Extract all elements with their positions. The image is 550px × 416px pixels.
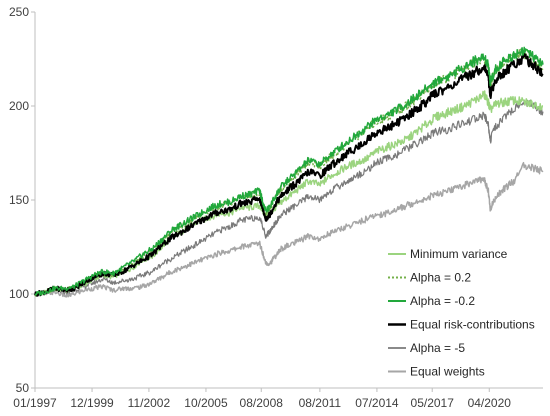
series-line-equal-risk-contributions: [34, 51, 544, 297]
axes: 50 100 150 200 250 01/1997 12/1999 11/2002 10/20…: [9, 5, 543, 410]
series-line-alpha-5: [34, 98, 544, 297]
y-tick-label: 200: [9, 99, 29, 113]
x-tick-label: 05/2017: [411, 396, 455, 410]
y-tick-label: 50: [16, 381, 30, 395]
legend-label: Minimum variance: [410, 247, 508, 261]
series-line-equal-weights: [34, 161, 544, 298]
legend-label: Equal risk-contributions: [410, 318, 535, 332]
x-tick-label: 10/2005: [184, 396, 228, 410]
x-tick-label: 08/2008: [240, 396, 284, 410]
y-tick-label: 100: [9, 287, 29, 301]
x-tick-label: 01/1997: [13, 396, 57, 410]
x-tick-label: 08/2011: [299, 396, 342, 410]
series-layer: [34, 46, 544, 298]
y-tick-label: 250: [9, 5, 29, 19]
x-tick-label: 11/2002: [128, 396, 171, 410]
legend-label: Alpha = 0.2: [410, 271, 471, 285]
legend-label: Alpha = -5: [410, 341, 465, 355]
x-tick-label: 04/2020: [468, 396, 512, 410]
legend-label: Alpha = -0.2: [410, 294, 475, 308]
legend-label: Equal weights: [410, 365, 485, 379]
x-tick-label: 07/2014: [355, 396, 399, 410]
series-line-alpha-0-2: [34, 46, 544, 296]
legend: Minimum variance Alpha = 0.2 Alpha = -0.2 E…: [388, 247, 535, 379]
y-tick-label: 150: [9, 193, 29, 207]
x-tick-label: 12/1999: [70, 396, 114, 410]
